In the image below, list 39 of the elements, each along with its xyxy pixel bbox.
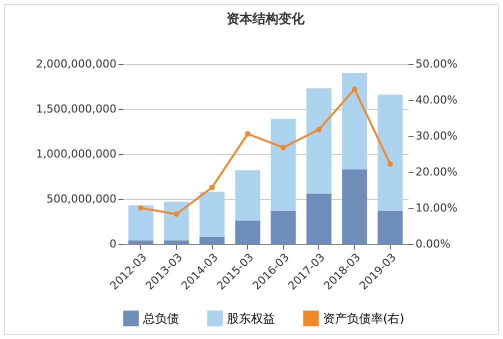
y2-tick-label: 30.00% [416,130,458,142]
bar [306,88,332,194]
bar [306,194,332,244]
y-tick-label: 500,000,000 [46,192,116,206]
point [244,131,250,137]
y2-tick-label: 20.00% [416,166,458,178]
point [387,161,393,167]
chart-title: 资本结构变化 [226,11,306,27]
point [174,211,180,217]
bar [235,170,260,221]
bar [128,205,154,240]
bar [378,210,403,244]
point [138,205,144,211]
legend-label: 股东权益 [227,311,275,326]
bar [378,94,403,211]
y2-tick-label: 0.00% [416,238,450,250]
bar [270,118,296,211]
point [352,86,358,92]
point [316,126,322,132]
bar [128,240,154,244]
y2-tick-label: 50.00% [416,58,458,70]
bar [200,236,225,244]
point [209,184,215,190]
point [280,144,286,150]
legend-label: 资产负债率(右) [323,311,404,326]
bar [342,169,368,244]
y-tick-label: 1,500,000,000 [36,102,116,116]
bar [164,240,189,244]
bar [270,210,296,244]
bar [235,220,260,244]
y2-tick-label: 10.00% [416,202,458,214]
legend-label: 总负债 [142,311,179,326]
bar [164,202,189,240]
bar [200,192,225,237]
y-tick-label: 1,000,000,000 [36,148,116,160]
bar [342,73,368,170]
y-tick-label: 0 [110,238,116,250]
y-tick-label: 2,000,000,000 [36,58,116,70]
y2-tick-label: 40.00% [416,94,458,106]
